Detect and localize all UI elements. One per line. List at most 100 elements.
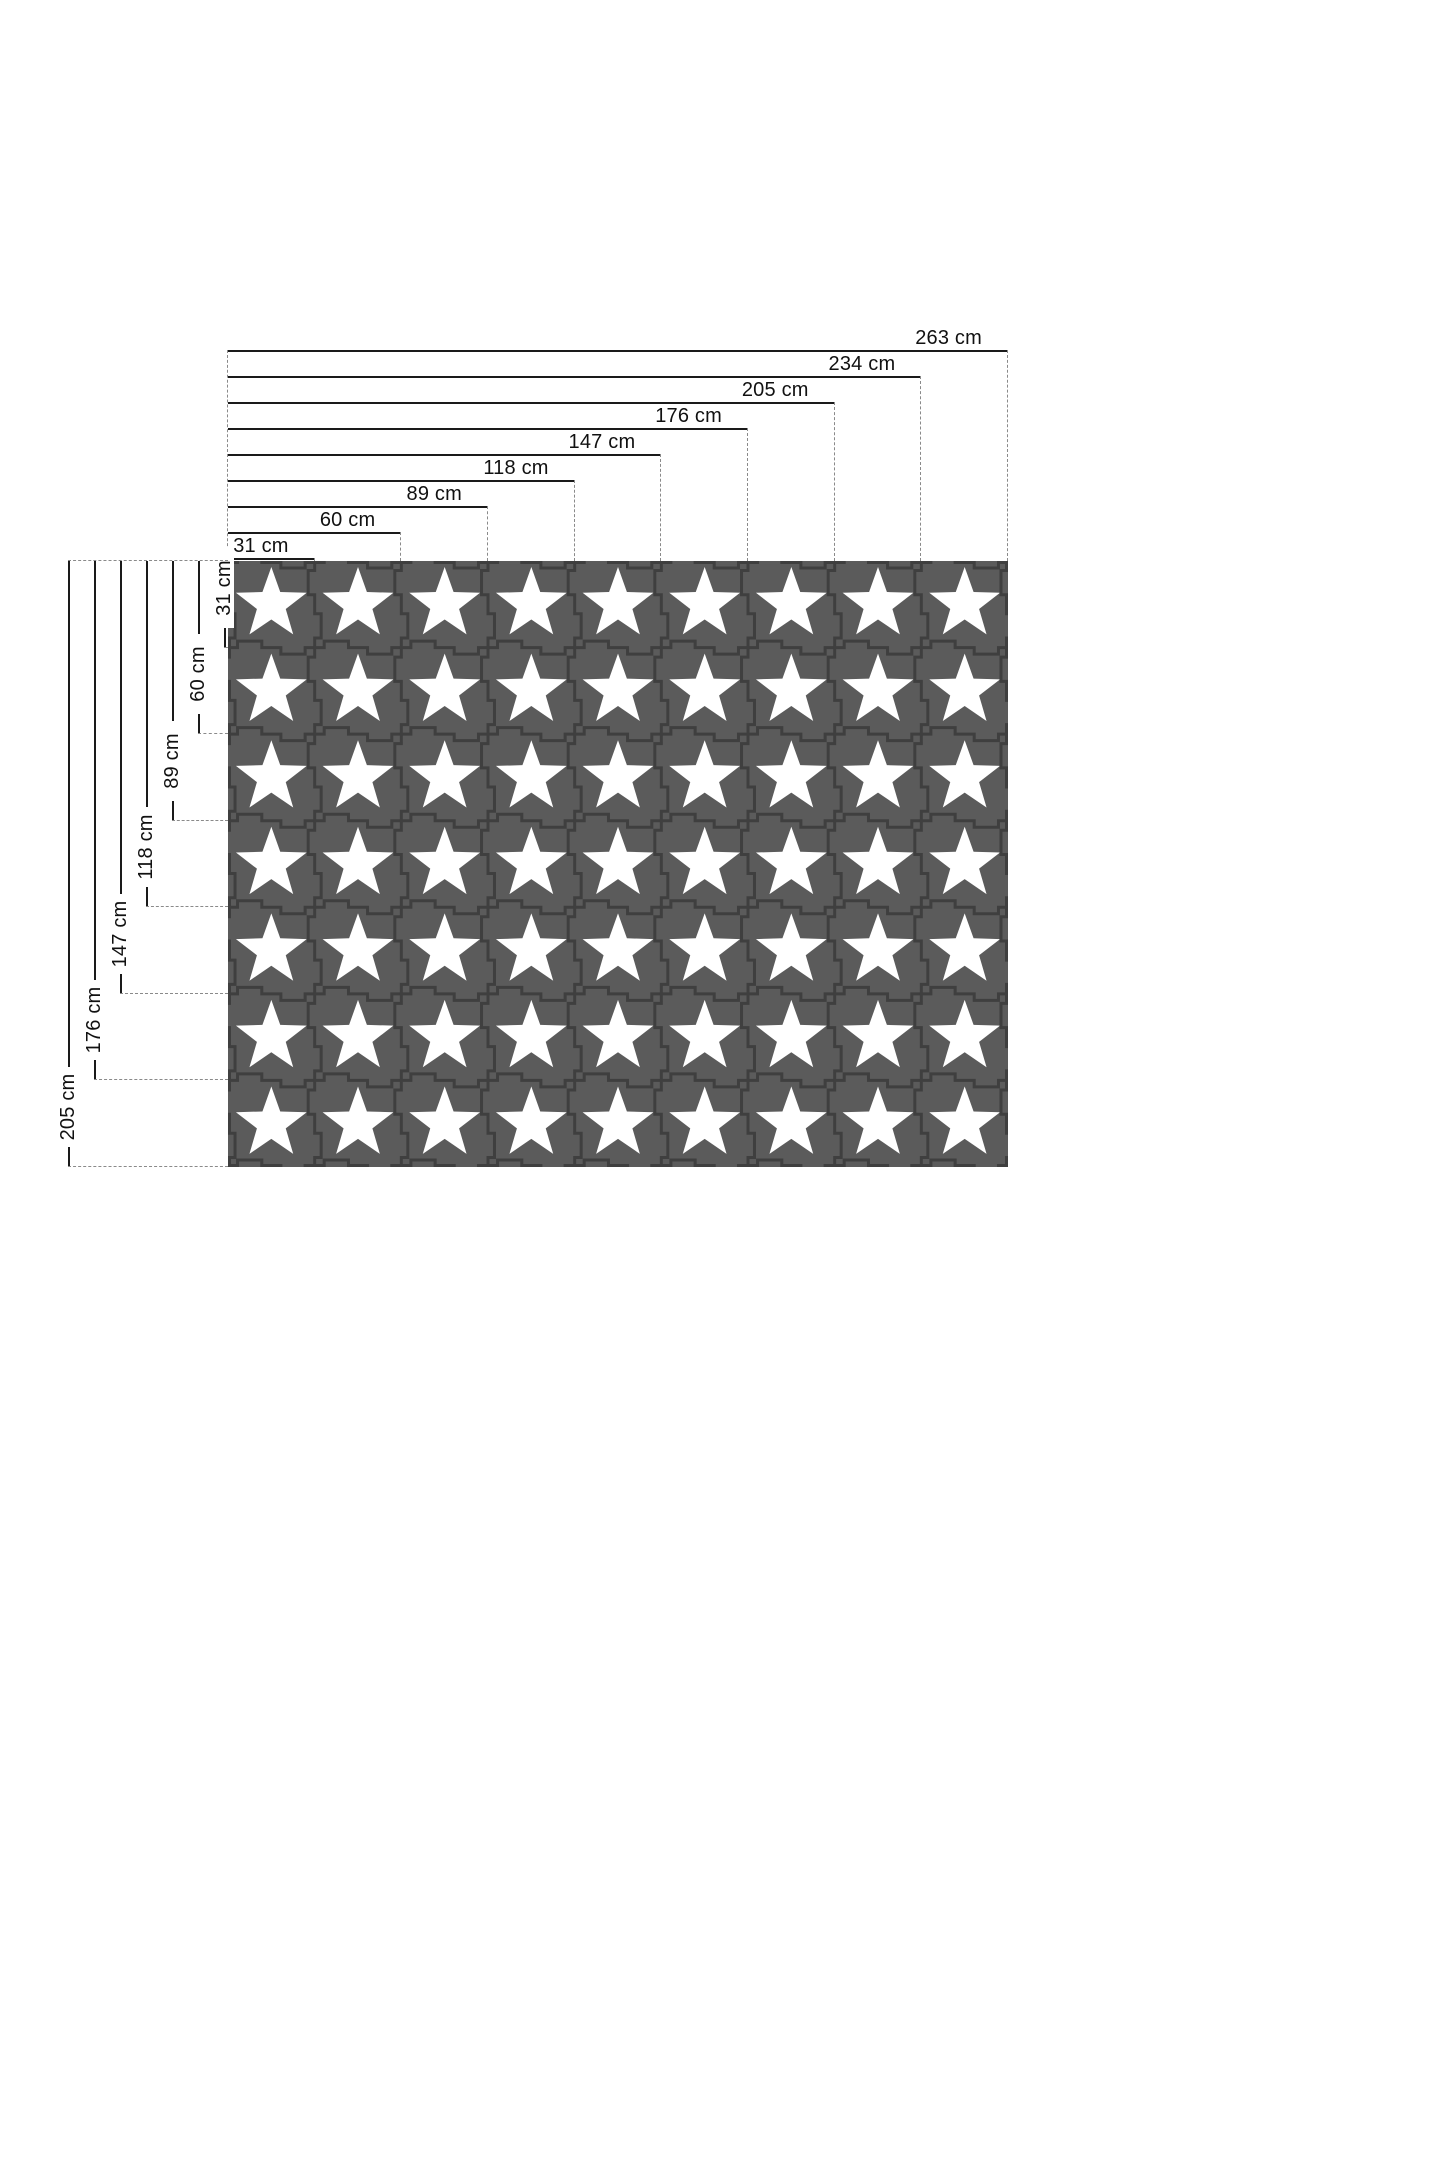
- extension-line-h5: [660, 454, 662, 561]
- tile-seam-horizontal: [228, 726, 1008, 743]
- mat-star: [235, 653, 307, 721]
- mat-star: [322, 740, 394, 808]
- mat-star: [669, 653, 741, 721]
- dimension-line-h1: [228, 558, 315, 560]
- mat-star: [235, 826, 307, 895]
- mat-star: [755, 653, 827, 721]
- extension-line-h1: [313, 558, 315, 561]
- tile-seam-vertical: [480, 561, 496, 1167]
- mat-star: [409, 1086, 481, 1154]
- mat-star: [235, 740, 307, 808]
- dimension-label-h3: 89 cm: [400, 484, 468, 504]
- mat-star: [582, 826, 654, 895]
- mat-star: [495, 913, 567, 981]
- mat-star: [495, 999, 567, 1068]
- mat-star: [582, 913, 654, 981]
- mat-star: [235, 913, 307, 981]
- mat-star: [495, 567, 567, 635]
- mat-star: [669, 999, 741, 1068]
- tile-seam-vertical: [306, 561, 323, 1167]
- tile-seam-horizontal: [228, 899, 1008, 916]
- dimension-line-h8: [228, 376, 922, 378]
- mat-star: [495, 653, 567, 721]
- mat-star: [842, 913, 914, 981]
- mat-star: [669, 913, 741, 981]
- dimension-label-vertical-v7: 205 cm: [57, 1067, 79, 1147]
- dimension-label-vertical-v4: 118 cm: [135, 807, 157, 888]
- mat-star: [235, 1086, 307, 1154]
- mat-outer-edge: [228, 561, 1008, 1167]
- tile-seam-vertical: [653, 561, 670, 1167]
- mat-star: [755, 826, 827, 895]
- extension-line-h8: [920, 376, 922, 561]
- mat-star: [929, 567, 1001, 635]
- mat-star: [322, 1086, 394, 1154]
- tile-seam-vertical: [566, 561, 583, 1167]
- mat-star: [929, 740, 1001, 808]
- mat-star: [929, 653, 1001, 721]
- dimension-label-vertical-v3: 89 cm: [161, 720, 183, 801]
- mat-star: [409, 567, 481, 635]
- extension-line-h4: [573, 480, 575, 561]
- mat-star: [409, 999, 481, 1068]
- mat-star: [495, 1086, 567, 1154]
- mat-star: [322, 913, 394, 981]
- mat-star: [842, 826, 914, 895]
- mat-star: [842, 567, 914, 635]
- tile-seam-horizontal: [228, 985, 1008, 1002]
- tile-seam-horizontal: [228, 639, 1008, 656]
- dimension-label-vertical-v2: 60 cm: [187, 634, 209, 715]
- dimension-label-h9: 263 cm: [909, 328, 988, 348]
- mat-star: [409, 913, 481, 981]
- extension-line-vertical-v6: [94, 1079, 228, 1081]
- extension-line-vertical-v3: [172, 819, 228, 821]
- mat-star: [495, 826, 567, 895]
- extension-line-h9: [1007, 350, 1008, 561]
- mat-star: [322, 826, 394, 895]
- mat-star: [755, 1086, 827, 1154]
- mat-star: [755, 999, 827, 1068]
- mat-star: [842, 653, 914, 721]
- dimension-line-h2: [228, 532, 402, 534]
- mat-star: [669, 1086, 741, 1154]
- mat-star: [842, 999, 914, 1068]
- dimension-line-vertical-v5: [120, 561, 122, 994]
- dimension-line-h6: [228, 428, 748, 430]
- mat-star: [582, 653, 654, 721]
- mat-star: [929, 1086, 1001, 1154]
- tile-seam-vertical: [393, 561, 410, 1167]
- mat-star: [929, 826, 1001, 895]
- tile-seam-vertical: [913, 561, 930, 1167]
- mat-star: [929, 913, 1001, 981]
- dimension-label-vertical-v6: 176 cm: [83, 980, 105, 1061]
- mat-star: [582, 567, 654, 635]
- extension-line-h2: [400, 532, 402, 561]
- dimension-label-h2: 60 cm: [313, 510, 382, 530]
- mat-star: [495, 740, 567, 808]
- mat-star: [755, 740, 827, 808]
- mat-star: [842, 1086, 914, 1154]
- mat-star: [582, 999, 654, 1068]
- tile-seam-horizontal: [228, 1072, 1008, 1089]
- extension-line-h6: [747, 428, 748, 561]
- dimension-label-vertical-v5: 147 cm: [109, 893, 131, 974]
- mat-star: [235, 999, 307, 1068]
- tile-seam-vertical: [826, 561, 843, 1167]
- mat-star: [409, 826, 481, 895]
- extension-line-vertical-v1: [224, 646, 228, 648]
- mat-star: [842, 740, 914, 808]
- mat-star: [669, 826, 741, 895]
- mat-star: [582, 1086, 654, 1154]
- dimension-label-h1: 31 cm: [227, 536, 295, 556]
- mat-star: [755, 913, 827, 981]
- mat-star: [322, 653, 394, 721]
- dimension-label-h5: 147 cm: [562, 432, 642, 452]
- dimension-line-h7: [228, 402, 835, 404]
- mat-star: [669, 740, 741, 808]
- extension-line-origin-horizontal: [227, 350, 228, 561]
- extension-line-h7: [833, 402, 835, 561]
- dimension-label-h4: 118 cm: [477, 458, 555, 478]
- mat-star: [669, 567, 741, 635]
- tile-seam-vertical: [740, 561, 756, 1167]
- dimension-line-vertical-v4: [146, 561, 148, 908]
